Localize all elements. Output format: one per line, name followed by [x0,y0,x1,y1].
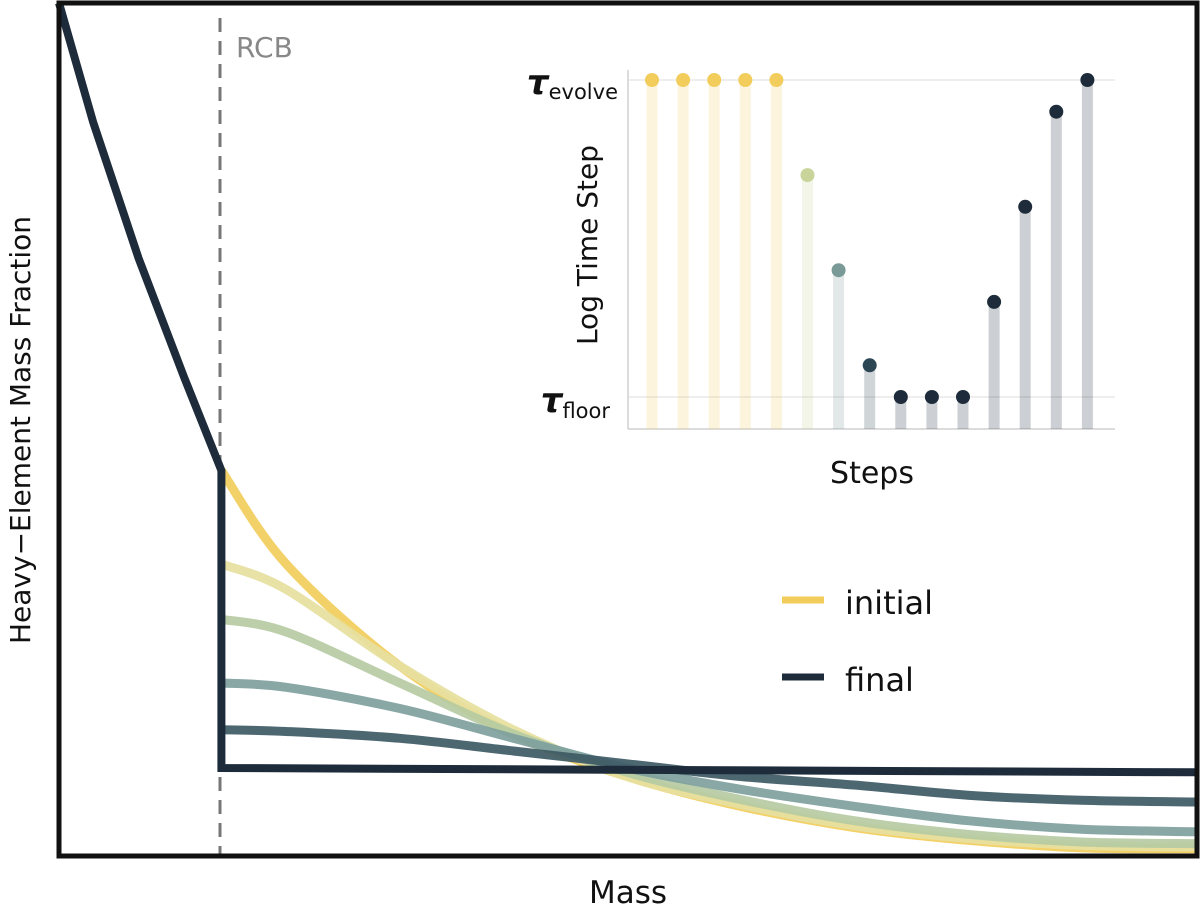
step-point-13 [1018,199,1033,214]
intermediate-profile-line-4 [221,678,1196,837]
step-point-3 [707,73,722,87]
inset-x-axis-label: Steps [830,456,914,491]
main-chart: RCB Mass Heavy−Element Mass Fraction [4,0,1200,911]
tau-symbol-floor: τ [541,381,564,421]
step-point-15 [1080,73,1095,87]
inset-tick-floor: τfloor [541,381,611,423]
rcb-label: RCB [236,31,293,64]
curve-group [55,1,1196,854]
inset-stem-group [645,73,1095,429]
step-point-10 [924,390,939,404]
step-point-14 [1049,104,1064,119]
step-point-11 [956,390,970,404]
inset-y-axis-label: Log Time Step [571,145,604,345]
tau-symbol-evolve: τ [527,63,550,103]
step-point-6 [800,168,815,183]
step-point-2 [676,73,691,87]
step-point-1 [645,73,659,87]
legend-initial-label: initial [845,584,933,622]
step-point-8 [862,358,877,373]
main-x-axis-label: Mass [589,875,667,911]
legend-final-label: final [845,661,914,699]
main-plot-frame [56,0,1200,859]
legend: initial final [782,584,933,699]
tau-subscript-floor: floor [562,399,610,423]
intermediate-profile-line-3 [220,614,1196,849]
final-profile-line [55,1,1196,777]
step-point-5 [769,73,784,87]
step-point-9 [893,390,908,404]
step-point-12 [987,294,1002,309]
tau-subscript-evolve: evolve [549,80,618,104]
step-point-7 [831,263,846,278]
step-point-4 [738,73,753,87]
inset-tick-evolve: τevolve [527,63,618,104]
main-y-axis-label: Heavy−Element Mass Fraction [4,216,37,644]
inset-chart: τevolve τfloor Steps Log Time Step [527,63,1115,491]
